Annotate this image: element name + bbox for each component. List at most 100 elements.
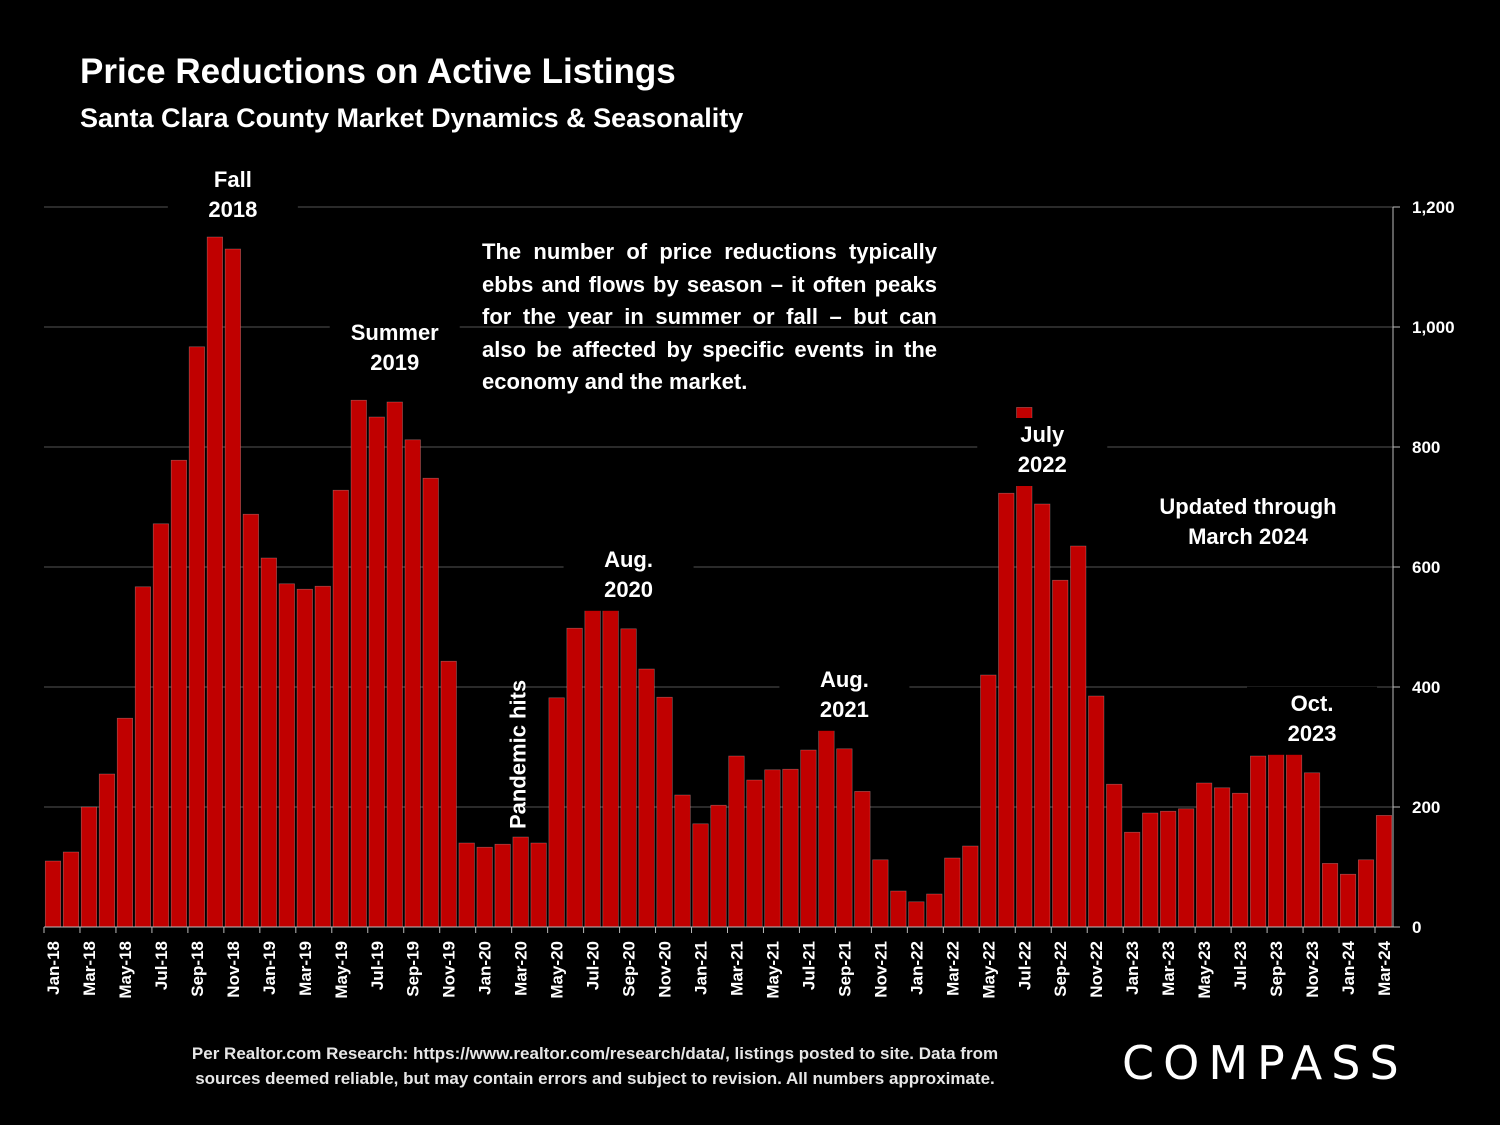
x-tick-label: Mar-24 xyxy=(1375,940,1394,995)
x-tick-label: Sep-23 xyxy=(1267,941,1286,997)
bar-Mar-19 xyxy=(296,588,313,928)
bar-Jan-21 xyxy=(692,823,709,928)
annotation-label: July xyxy=(1020,422,1065,447)
bar-Nov-20 xyxy=(656,696,673,928)
bar-Jan-24 xyxy=(1339,873,1357,928)
x-axis: Jan-18 Mar-18 May-18 Jul-18 Sep-18 Nov-18 Jan-… xyxy=(43,926,1394,999)
x-tick-label: Jul-18 xyxy=(152,941,171,990)
bar-Jun-21 xyxy=(782,768,799,928)
annotation-label: Oct. xyxy=(1291,691,1334,716)
x-tick-label: May-22 xyxy=(979,941,998,999)
bar-Jun-20 xyxy=(566,627,583,928)
y-tick-label: 400 xyxy=(1412,678,1440,697)
bar-Jan-23 xyxy=(1124,831,1141,928)
bar-Apr-22 xyxy=(962,845,979,928)
bar-Dec-21 xyxy=(890,890,907,928)
bar-Dec-18 xyxy=(242,513,259,928)
bar-May-21 xyxy=(764,769,781,928)
bar-Mar-22 xyxy=(944,857,961,928)
bar-Oct-22 xyxy=(1070,545,1087,928)
bar-Mar-20 xyxy=(512,836,529,928)
x-tick-label: Jan-21 xyxy=(692,941,711,995)
bar-Feb-21 xyxy=(710,804,727,928)
bar-Jan-19 xyxy=(260,557,277,928)
y-tick-label: 200 xyxy=(1412,798,1440,817)
bar-May-20 xyxy=(548,697,565,928)
bar-Feb-23 xyxy=(1142,812,1159,928)
x-tick-label: Nov-18 xyxy=(224,941,243,998)
x-tick-label: Jan-19 xyxy=(260,941,279,995)
compass-logo: COMPASS xyxy=(1122,1036,1408,1090)
bar-Aug-21 xyxy=(818,726,835,928)
bar-Oct-19 xyxy=(422,477,439,928)
x-tick-label: Mar-23 xyxy=(1159,941,1178,996)
annotation-backdrop xyxy=(563,542,694,611)
annotation-label: 2019 xyxy=(370,350,419,375)
annotation-label: Aug. xyxy=(604,547,653,572)
x-tick-label: Nov-22 xyxy=(1087,941,1106,998)
annotation-label: Aug. xyxy=(820,667,869,692)
annotation-label: 2023 xyxy=(1288,721,1337,746)
bar-Jul-21 xyxy=(800,749,817,928)
x-tick-label: Jan-24 xyxy=(1339,940,1358,994)
x-tick-label: Mar-21 xyxy=(727,941,746,996)
bar-Aug-23 xyxy=(1250,755,1267,928)
bar-Mar-18 xyxy=(80,806,98,928)
updated-note: Updated through March 2024 xyxy=(1138,492,1358,552)
bar-Feb-20 xyxy=(494,843,511,928)
footnote-line-1: Per Realtor.com Research: https://www.re… xyxy=(191,1044,999,1063)
bar-Feb-18 xyxy=(62,851,80,928)
x-tick-label: Mar-22 xyxy=(943,941,962,996)
annotation-backdrop xyxy=(329,316,460,384)
bar-Apr-18 xyxy=(98,773,115,928)
bar-Jan-22 xyxy=(908,901,925,928)
x-tick-label: Jul-21 xyxy=(799,941,818,990)
bar-Nov-19 xyxy=(440,660,457,928)
bar-Oct-20 xyxy=(638,668,655,928)
bar-Apr-19 xyxy=(314,585,331,928)
chart-subtitle: Santa Clara County Market Dynamics & Sea… xyxy=(80,103,744,133)
bar-Mar-24 xyxy=(1375,815,1393,928)
x-tick-label: May-23 xyxy=(1195,941,1214,999)
x-tick-label: May-19 xyxy=(332,941,351,999)
x-tick-label: Jul-22 xyxy=(1015,941,1034,990)
bar-Dec-22 xyxy=(1106,783,1123,928)
bar-Jul-23 xyxy=(1232,792,1249,928)
bar-May-19 xyxy=(332,489,349,928)
bar-Jun-23 xyxy=(1214,787,1231,928)
bar-Jan-18 xyxy=(44,860,62,928)
x-tick-label: May-21 xyxy=(763,941,782,999)
bar-May-22 xyxy=(980,674,997,928)
bar-Dec-19 xyxy=(458,842,475,928)
y-tick-label: 1,200 xyxy=(1412,198,1455,217)
annotation-label: Fall xyxy=(214,167,252,192)
bar-Jan-20 xyxy=(476,846,493,928)
annotation-label: 2022 xyxy=(1018,452,1067,477)
bar-May-18 xyxy=(116,717,133,928)
bar-Dec-20 xyxy=(674,794,691,928)
footnote-line-2: sources deemed reliable, but may contain… xyxy=(195,1069,995,1088)
explanatory-note: The number of price reductions typically… xyxy=(482,239,937,394)
x-tick-label: Sep-19 xyxy=(404,941,423,997)
bar-Aug-19 xyxy=(386,401,403,928)
annotation-backdrop xyxy=(1247,686,1378,755)
bar-Oct-23 xyxy=(1286,729,1303,928)
y-tick-label: 1,000 xyxy=(1412,318,1455,337)
bar-Sep-20 xyxy=(620,628,637,928)
bar-Jul-18 xyxy=(152,523,169,928)
annotation-pandemic: Pandemic hits xyxy=(506,680,531,829)
x-tick-label: Sep-21 xyxy=(835,941,854,997)
bar-Apr-21 xyxy=(746,779,763,928)
bar-Apr-20 xyxy=(530,842,547,928)
bar-Nov-23 xyxy=(1304,772,1321,928)
annotation-backdrop xyxy=(167,163,298,231)
updated-line-1: Updated through xyxy=(1159,494,1337,519)
annotation-label: Summer xyxy=(351,320,439,345)
x-tick-label: Jul-19 xyxy=(368,941,387,990)
bar-Apr-23 xyxy=(1178,808,1195,928)
chart-title: Price Reductions on Active Listings xyxy=(80,52,676,91)
bar-Oct-18 xyxy=(206,236,223,928)
bar-Feb-22 xyxy=(926,893,943,928)
x-tick-label: Sep-20 xyxy=(620,941,639,997)
x-tick-label: Sep-18 xyxy=(188,941,207,997)
